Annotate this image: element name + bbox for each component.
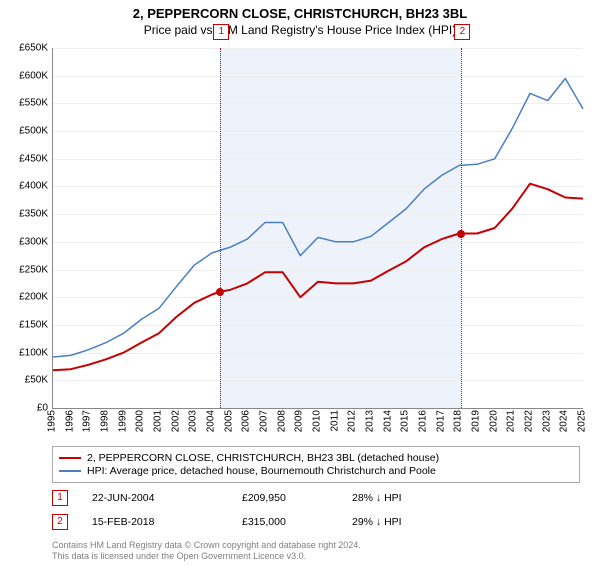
x-axis-tick: 2025 — [577, 410, 588, 432]
x-axis-tick: 1998 — [100, 410, 111, 432]
chart-subtitle: Price paid vs. HM Land Registry's House … — [0, 23, 600, 37]
x-axis-tick: 2007 — [259, 410, 270, 432]
x-axis-tick: 2004 — [206, 410, 217, 432]
sale-diff: 28% ↓ HPI — [352, 492, 402, 504]
sale-date: 22-JUN-2004 — [92, 492, 242, 504]
sale-diff: 29% ↓ HPI — [352, 516, 402, 528]
chart-plot-area: 12 — [52, 48, 583, 409]
chart-title: 2, PEPPERCORN CLOSE, CHRISTCHURCH, BH23 … — [0, 6, 600, 21]
y-axis-tick: £500K — [4, 126, 48, 137]
sale-price: £315,000 — [242, 516, 352, 528]
x-axis-tick: 2018 — [453, 410, 464, 432]
y-axis-tick: £150K — [4, 319, 48, 330]
sale-marker — [457, 230, 465, 238]
sale-date: 15-FEB-2018 — [92, 516, 242, 528]
footer-attribution: Contains HM Land Registry data © Crown c… — [52, 540, 361, 562]
legend-swatch — [59, 457, 81, 459]
x-axis-tick: 2009 — [294, 410, 305, 432]
x-axis-tick: 2003 — [188, 410, 199, 432]
x-axis-tick: 1999 — [117, 410, 128, 432]
sale-row: 1 22-JUN-2004 £209,950 28% ↓ HPI — [52, 490, 580, 506]
y-axis-tick: £600K — [4, 70, 48, 81]
y-axis-tick: £650K — [4, 43, 48, 54]
y-axis-tick: £200K — [4, 292, 48, 303]
x-axis-tick: 2016 — [418, 410, 429, 432]
y-axis-tick: £550K — [4, 98, 48, 109]
y-axis-tick: £300K — [4, 236, 48, 247]
x-axis-tick: 2012 — [347, 410, 358, 432]
footer-line: Contains HM Land Registry data © Crown c… — [52, 540, 361, 551]
sale-ref-badge: 2 — [52, 514, 68, 530]
sale-row: 2 15-FEB-2018 £315,000 29% ↓ HPI — [52, 514, 580, 530]
x-axis-tick: 2002 — [170, 410, 181, 432]
x-axis-tick: 1996 — [64, 410, 75, 432]
x-axis-tick: 2011 — [329, 410, 340, 432]
x-axis-tick: 2014 — [382, 410, 393, 432]
x-axis-tick: 2000 — [135, 410, 146, 432]
legend-item: 2, PEPPERCORN CLOSE, CHRISTCHURCH, BH23 … — [59, 452, 573, 464]
x-axis-tick: 2024 — [559, 410, 570, 432]
sale-ref-badge: 1 — [52, 490, 68, 506]
chart-lines-svg — [53, 48, 583, 408]
y-axis-tick: £0 — [4, 403, 48, 414]
x-axis-tick: 1995 — [47, 410, 58, 432]
y-axis-tick: £350K — [4, 209, 48, 220]
x-axis-tick: 2022 — [524, 410, 535, 432]
x-axis-tick: 2021 — [506, 410, 517, 432]
sale-marker — [216, 288, 224, 296]
x-axis-tick: 2001 — [153, 410, 164, 432]
chart-legend: 2, PEPPERCORN CLOSE, CHRISTCHURCH, BH23 … — [52, 446, 580, 483]
y-axis-tick: £400K — [4, 181, 48, 192]
reference-badge: 2 — [454, 24, 470, 40]
y-axis-tick: £250K — [4, 264, 48, 275]
reference-badge: 1 — [213, 24, 229, 40]
x-axis-tick: 2023 — [541, 410, 552, 432]
x-axis-tick: 2006 — [241, 410, 252, 432]
x-axis-tick: 2005 — [223, 410, 234, 432]
x-axis-tick: 2020 — [488, 410, 499, 432]
x-axis-tick: 2015 — [400, 410, 411, 432]
x-axis-tick: 2010 — [312, 410, 323, 432]
x-axis-tick: 2017 — [435, 410, 446, 432]
legend-swatch — [59, 470, 81, 472]
legend-label: HPI: Average price, detached house, Bour… — [87, 465, 436, 477]
chart-container: 2, PEPPERCORN CLOSE, CHRISTCHURCH, BH23 … — [0, 6, 600, 566]
y-axis-tick: £450K — [4, 153, 48, 164]
x-axis-tick: 2019 — [471, 410, 482, 432]
x-axis-tick: 2008 — [276, 410, 287, 432]
x-axis-tick: 2013 — [365, 410, 376, 432]
y-axis-tick: £50K — [4, 375, 48, 386]
legend-item: HPI: Average price, detached house, Bour… — [59, 465, 573, 477]
legend-label: 2, PEPPERCORN CLOSE, CHRISTCHURCH, BH23 … — [87, 452, 439, 464]
y-axis-tick: £100K — [4, 347, 48, 358]
x-axis-tick: 1997 — [82, 410, 93, 432]
sale-price: £209,950 — [242, 492, 352, 504]
